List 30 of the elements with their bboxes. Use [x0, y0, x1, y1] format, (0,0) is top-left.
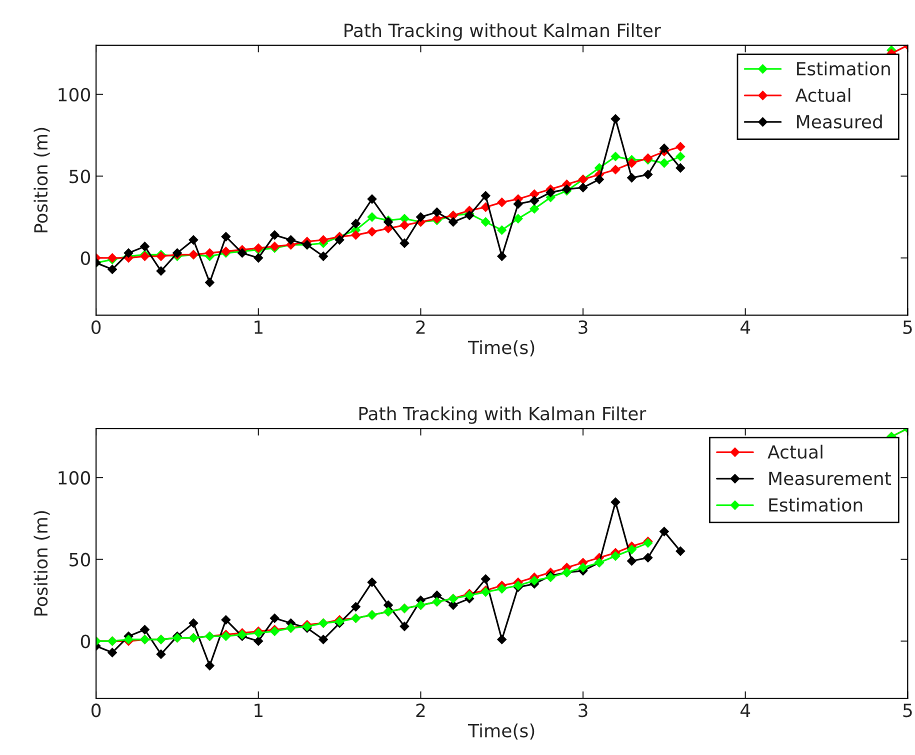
x-tick-label: 3 [578, 704, 588, 718]
legend-label: Actual [795, 88, 850, 102]
y-axis-title: Position (m) [34, 128, 50, 232]
legend-label: Actual [768, 444, 822, 459]
chart-title: Path Tracking with Kalman Filter [359, 406, 646, 424]
y-tick-label: 0 [80, 251, 90, 266]
legend-label: Estimation [769, 498, 862, 512]
x-tick-label: 0 [92, 320, 101, 334]
chart-title: Path Tracking without Kalman Filter [344, 23, 661, 41]
legend-label: Measurement [769, 472, 891, 486]
x-tick-label: 1 [254, 704, 262, 717]
x-tick-label: 0 [92, 704, 101, 718]
legend-label: Estimation [797, 62, 890, 76]
y-axis-title: Position (m) [34, 511, 50, 616]
y-tick-label: 50 [70, 552, 90, 566]
x-tick-label: 2 [416, 320, 425, 334]
x-axis-title: Time(s) [468, 340, 534, 356]
x-tick-label: 5 [903, 704, 912, 718]
x-tick-label: 1 [254, 320, 262, 334]
y-tick-label: 100 [58, 88, 90, 102]
legend-label: Measured [797, 114, 882, 129]
x-tick-label: 4 [740, 320, 750, 334]
y-tick-label: 0 [80, 634, 90, 648]
x-axis-title: Time(s) [468, 723, 534, 740]
x-tick-label: 2 [416, 704, 425, 717]
y-tick-label: 50 [70, 170, 90, 184]
x-tick-label: 4 [740, 704, 750, 717]
x-tick-label: 3 [578, 320, 588, 334]
x-tick-label: 5 [903, 320, 912, 334]
y-tick-label: 100 [58, 471, 90, 485]
